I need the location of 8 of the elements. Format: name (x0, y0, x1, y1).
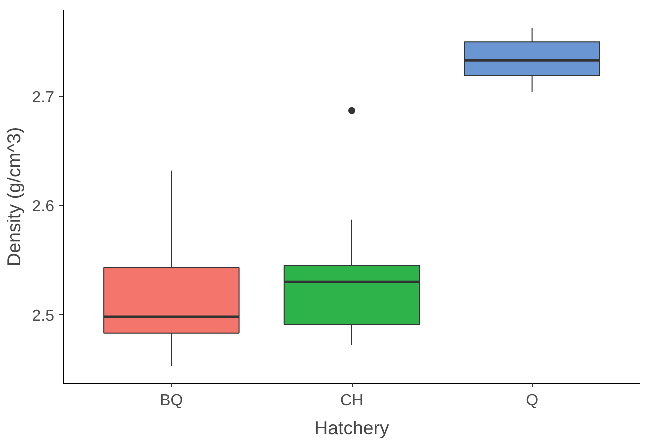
y-tick-label: 2.6 (32, 198, 55, 216)
x-tick-label: BQ (160, 392, 184, 410)
x-tick-label: Q (526, 392, 539, 410)
y-axis-title: Density (g/cm^3) (3, 127, 24, 267)
y-tick-label: 2.7 (32, 90, 55, 107)
y-tick-label: 2.5 (32, 308, 55, 325)
x-axis-title: Hatchery (314, 418, 390, 438)
x-tick-label: CH (340, 392, 364, 410)
